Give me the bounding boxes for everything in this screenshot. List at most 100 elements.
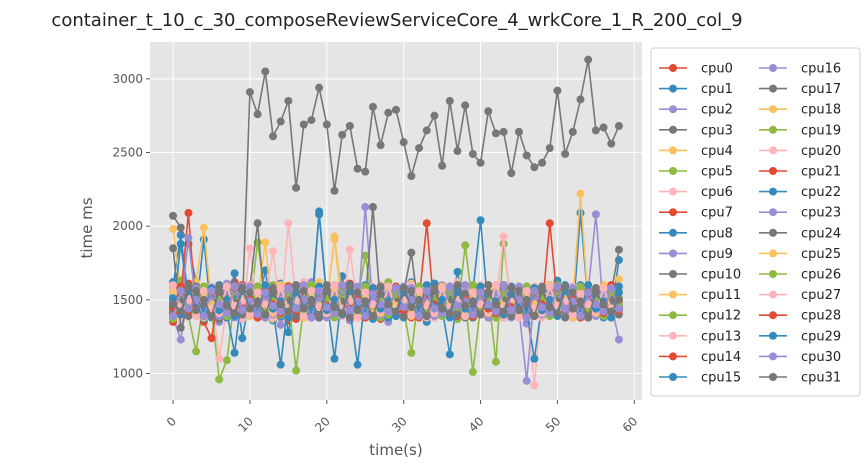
legend-swatch-marker <box>669 228 677 237</box>
legend-item: cpu22 <box>759 185 841 200</box>
data-point-cpu4 <box>261 238 270 247</box>
data-point-cpu31 <box>199 295 208 304</box>
data-point-cpu8 <box>445 350 454 359</box>
data-point-cpu29 <box>584 281 593 290</box>
data-point-cpu30 <box>553 282 562 291</box>
data-point-cpu31 <box>284 307 293 316</box>
data-point-cpu30 <box>415 312 424 321</box>
data-point-cpu4 <box>576 189 585 198</box>
data-point-cpu31 <box>322 286 331 295</box>
data-point-cpu30 <box>199 312 208 321</box>
legend-label: cpu27 <box>801 288 841 303</box>
data-point-cpu31 <box>522 295 531 304</box>
data-point-cpu3 <box>176 223 185 232</box>
data-point-cpu24 <box>292 312 301 321</box>
data-point-cpu3 <box>576 95 585 104</box>
data-point-cpu24 <box>561 313 570 322</box>
data-point-cpu31 <box>599 300 608 309</box>
data-point-cpu6 <box>345 245 354 254</box>
data-point-cpu3 <box>468 149 477 158</box>
legend-swatch-marker <box>769 249 777 258</box>
data-point-cpu24 <box>568 288 577 297</box>
data-point-cpu10 <box>614 245 623 254</box>
data-point-cpu3 <box>515 127 523 136</box>
x-axis-label: time(s) <box>369 441 422 459</box>
data-point-cpu24 <box>353 288 362 297</box>
data-point-cpu10 <box>176 323 185 332</box>
legend-item: cpu15 <box>659 371 741 386</box>
data-point-cpu3 <box>522 151 531 160</box>
data-point-cpu3 <box>353 164 362 173</box>
data-point-cpu27 <box>461 312 470 321</box>
data-point-cpu31 <box>276 300 285 309</box>
data-point-cpu31 <box>591 288 600 297</box>
data-point-cpu27 <box>545 282 554 291</box>
legend-item: cpu7 <box>659 206 733 221</box>
data-point-cpu2 <box>276 320 285 329</box>
legend-item: cpu0 <box>659 62 733 77</box>
data-point-cpu3 <box>315 83 324 92</box>
data-point-cpu31 <box>561 282 570 291</box>
data-point-cpu30 <box>315 286 324 295</box>
data-point-cpu1 <box>230 269 239 278</box>
data-point-cpu31 <box>169 300 178 309</box>
data-point-cpu29 <box>438 295 447 304</box>
data-point-cpu27 <box>491 281 500 290</box>
legend-swatch-marker <box>769 105 777 114</box>
data-point-cpu30 <box>169 312 178 321</box>
data-point-cpu31 <box>491 300 500 309</box>
data-point-cpu30 <box>576 312 585 321</box>
data-point-cpu31 <box>461 301 470 310</box>
data-point-cpu4 <box>169 225 178 234</box>
data-point-cpu30 <box>491 307 500 316</box>
chart-title: container_t_10_c_30_composeReviewService… <box>51 10 742 31</box>
data-point-cpu30 <box>584 288 593 297</box>
legend-swatch-marker <box>769 290 777 299</box>
data-point-cpu31 <box>230 309 239 318</box>
legend-item: cpu2 <box>659 103 733 118</box>
data-point-cpu6 <box>499 232 508 241</box>
data-point-cpu2 <box>176 335 185 344</box>
legend-item: cpu26 <box>759 268 841 283</box>
data-point-cpu3 <box>376 141 385 150</box>
data-point-cpu31 <box>584 313 593 322</box>
data-point-cpu3 <box>553 86 562 95</box>
legend-item: cpu10 <box>659 268 741 283</box>
data-point-cpu3 <box>599 123 608 132</box>
data-point-cpu31 <box>399 284 408 293</box>
legend-swatch-marker <box>669 84 677 93</box>
data-point-cpu30 <box>392 284 400 293</box>
legend-label: cpu18 <box>801 103 841 118</box>
data-point-cpu3 <box>407 172 416 181</box>
data-point-cpu3 <box>368 102 377 111</box>
data-point-cpu3 <box>584 55 593 64</box>
data-point-cpu3 <box>345 121 354 130</box>
legend-label: cpu10 <box>701 268 741 283</box>
data-point-cpu27 <box>199 286 208 295</box>
data-point-cpu23 <box>614 335 623 344</box>
data-point-cpu27 <box>361 288 370 297</box>
data-point-cpu31 <box>484 288 493 297</box>
legend-item: cpu9 <box>659 247 733 262</box>
data-point-cpu27 <box>192 312 201 321</box>
data-point-cpu8 <box>315 210 324 219</box>
legend-label: cpu7 <box>701 206 733 221</box>
legend-item: cpu20 <box>759 144 841 159</box>
data-point-cpu29 <box>607 313 616 322</box>
legend-label: cpu6 <box>701 185 733 200</box>
data-point-cpu27 <box>407 310 416 319</box>
y-tick-label: 2500 <box>112 145 143 159</box>
legend-label: cpu3 <box>701 123 733 138</box>
data-point-cpu3 <box>422 126 431 135</box>
data-point-cpu29 <box>261 281 270 290</box>
legend-item: cpu3 <box>659 123 733 138</box>
data-point-cpu31 <box>476 310 485 319</box>
data-point-cpu6 <box>215 354 224 363</box>
data-point-cpu30 <box>207 286 216 295</box>
data-point-cpu26 <box>307 281 316 290</box>
data-point-cpu30 <box>338 281 347 290</box>
data-point-cpu24 <box>399 312 408 321</box>
data-point-cpu3 <box>361 167 370 176</box>
data-point-cpu30 <box>384 307 393 316</box>
